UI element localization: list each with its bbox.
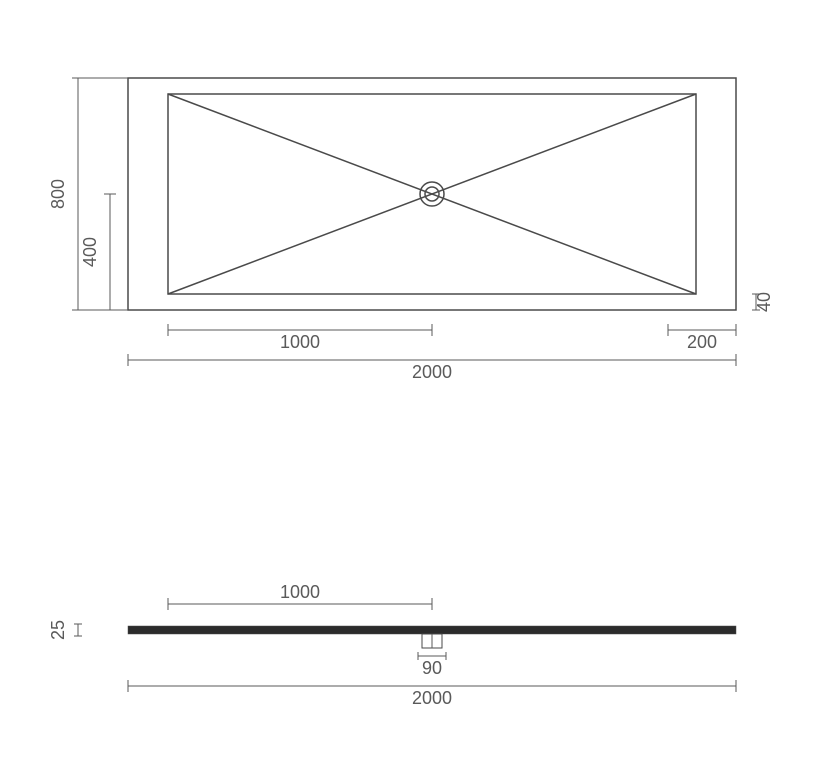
dim-90: 90 <box>422 658 442 678</box>
dim-2000: 2000 <box>412 362 452 382</box>
side-view <box>128 626 736 648</box>
dim-200: 200 <box>687 332 717 352</box>
dim-40: 40 <box>754 292 774 312</box>
dim-2000-side: 2000 <box>412 688 452 708</box>
dim <box>104 194 116 310</box>
dim <box>74 624 82 636</box>
dim-25: 25 <box>48 620 68 640</box>
dim-800: 800 <box>48 179 68 209</box>
dim-1000-side: 1000 <box>280 582 320 602</box>
dim <box>72 78 84 310</box>
dim-400: 400 <box>80 237 100 267</box>
slab <box>128 626 736 634</box>
top-view <box>128 78 736 310</box>
technical-drawing: 800 400 1000 200 40 2000 25 1000 90 2000 <box>0 0 830 765</box>
dim-1000: 1000 <box>280 332 320 352</box>
